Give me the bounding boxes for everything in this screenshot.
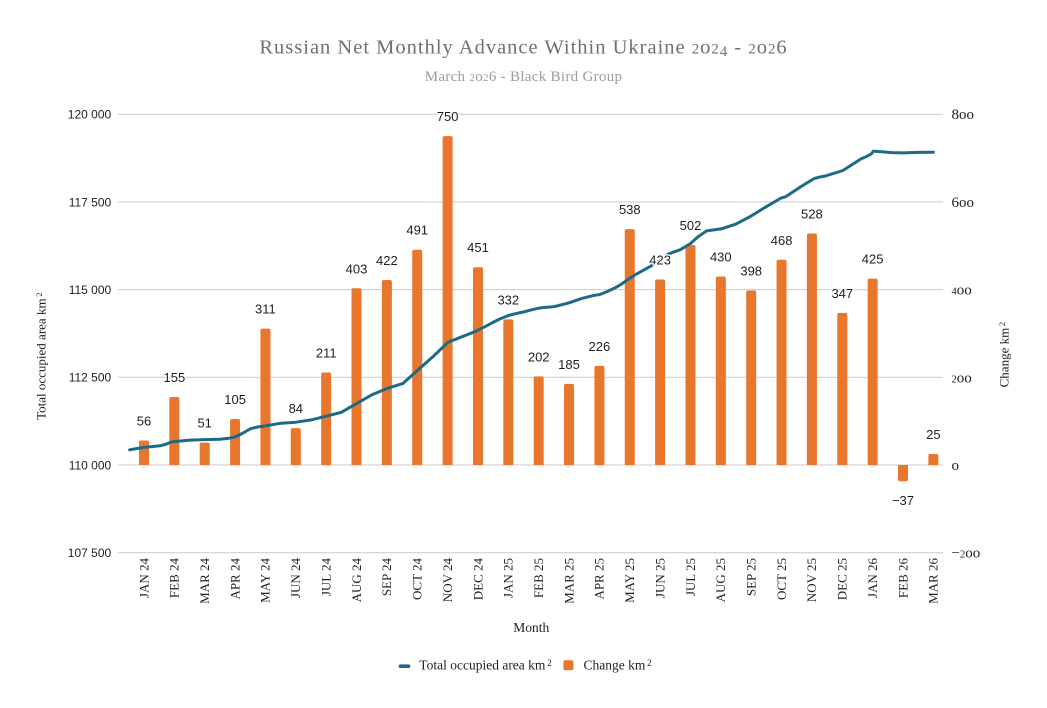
svg-text:105: 105 — [224, 392, 246, 407]
svg-text:155: 155 — [164, 370, 186, 385]
svg-text:332: 332 — [497, 292, 519, 307]
svg-text:JAN 26: JAN 26 — [865, 558, 880, 599]
svg-text:422: 422 — [376, 253, 398, 268]
svg-text:MAY 24: MAY 24 — [258, 558, 273, 603]
svg-text:DEC 24: DEC 24 — [470, 558, 485, 601]
svg-text:OCT 24: OCT 24 — [410, 558, 425, 601]
svg-text:538: 538 — [619, 202, 641, 217]
svg-text:JAN 25: JAN 25 — [501, 558, 516, 598]
svg-text:APR 24: APR 24 — [227, 558, 242, 600]
svg-text:226: 226 — [589, 339, 611, 354]
svg-text:MAR 26: MAR 26 — [926, 558, 941, 604]
svg-text:423: 423 — [649, 253, 671, 268]
svg-text:112 500: 112 500 — [69, 371, 112, 385]
svg-text:185: 185 — [558, 357, 580, 372]
svg-text:4oo: 4oo — [952, 283, 972, 299]
svg-text:NOV 25: NOV 25 — [804, 558, 819, 602]
svg-text:6oo: 6oo — [952, 195, 975, 211]
svg-text:347: 347 — [831, 286, 853, 301]
svg-text:2oo: 2oo — [952, 370, 972, 386]
svg-text:211: 211 — [316, 346, 337, 361]
svg-text:DEC 25: DEC 25 — [835, 558, 850, 600]
svg-text:Month: Month — [513, 620, 549, 635]
svg-text:APR 25: APR 25 — [592, 558, 607, 600]
svg-text:25: 25 — [926, 427, 940, 442]
svg-text:NOV 24: NOV 24 — [440, 558, 455, 603]
svg-text:84: 84 — [289, 401, 303, 416]
svg-text:FEB 25: FEB 25 — [531, 558, 546, 598]
svg-text:JUN 24: JUN 24 — [288, 558, 303, 599]
svg-text:750: 750 — [437, 109, 459, 124]
svg-text:Total occupied area km 2: Total occupied area km 2 — [34, 292, 49, 419]
svg-text:MAY 25: MAY 25 — [622, 558, 637, 603]
svg-text:FEB 26: FEB 26 — [895, 558, 910, 599]
svg-text:425: 425 — [862, 252, 884, 267]
svg-text:430: 430 — [710, 249, 732, 264]
svg-text:SEP 25: SEP 25 — [744, 558, 759, 596]
svg-text:56: 56 — [137, 413, 151, 428]
svg-text:MAR 25: MAR 25 — [561, 558, 576, 604]
svg-text:Total occupied area km 2: Total occupied area km 2 — [419, 658, 551, 673]
svg-text:MAR 24: MAR 24 — [197, 558, 212, 604]
svg-text:115 000: 115 000 — [69, 283, 112, 297]
svg-text:8oo: 8oo — [952, 107, 975, 123]
svg-text:502: 502 — [680, 218, 702, 233]
svg-text:Russian Net Monthly Advance Wi: Russian Net Monthly Advance Within Ukrai… — [259, 37, 787, 61]
svg-text:398: 398 — [740, 264, 762, 279]
svg-text:SEP 24: SEP 24 — [379, 558, 394, 597]
svg-text:202: 202 — [528, 349, 550, 364]
svg-text:51: 51 — [197, 416, 211, 431]
svg-text:Change km 2: Change km 2 — [584, 658, 652, 673]
svg-text:AUG 24: AUG 24 — [349, 558, 364, 603]
svg-text:468: 468 — [771, 233, 793, 248]
svg-text:Change km 2: Change km 2 — [997, 322, 1012, 388]
svg-text:110 000: 110 000 — [69, 458, 112, 472]
svg-text:AUG 25: AUG 25 — [713, 558, 728, 602]
svg-text:403: 403 — [346, 261, 368, 276]
svg-text:JAN 24: JAN 24 — [136, 558, 151, 599]
svg-text:451: 451 — [467, 240, 489, 255]
svg-text:117 500: 117 500 — [69, 195, 112, 209]
svg-text:JUN 25: JUN 25 — [652, 558, 667, 598]
svg-text:491: 491 — [406, 223, 428, 238]
svg-text:JUL 24: JUL 24 — [319, 558, 334, 597]
svg-text:−2oo: −2oo — [952, 546, 981, 562]
svg-text:311: 311 — [255, 302, 276, 317]
svg-text:FEB 24: FEB 24 — [167, 558, 182, 599]
svg-text:OCT 25: OCT 25 — [774, 558, 789, 600]
svg-text:120 000: 120 000 — [68, 108, 112, 122]
svg-text:−37: −37 — [892, 493, 914, 508]
svg-text:o: o — [952, 458, 960, 474]
svg-text:107 500: 107 500 — [68, 546, 112, 560]
svg-text:JUL 25: JUL 25 — [683, 558, 698, 596]
svg-text:528: 528 — [801, 207, 823, 222]
svg-text:March 2o26 - Black Bird Group: March 2o26 - Black Bird Group — [425, 69, 623, 85]
